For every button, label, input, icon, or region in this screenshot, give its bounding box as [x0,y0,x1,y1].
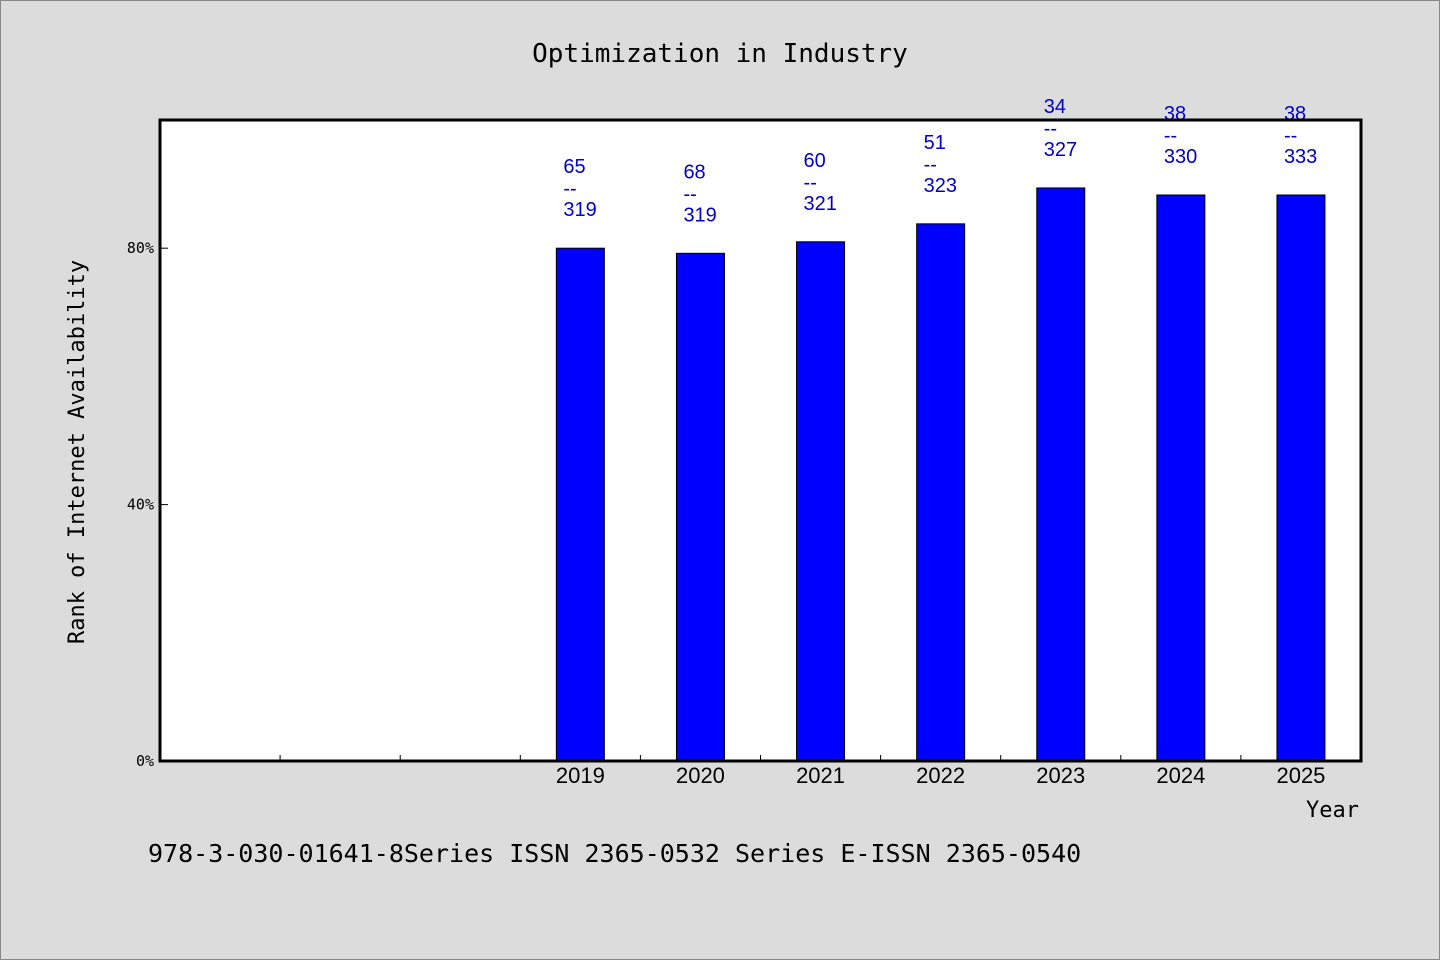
footer-text: 978-3-030-01641-8Series ISSN 2365-0532 S… [148,839,1081,868]
x-tick-label: 2022 [916,763,965,788]
bar-2020 [675,252,725,762]
data-label: -- [924,154,937,176]
x-tick-label: 2020 [676,763,725,788]
x-tick-label: 2019 [556,763,605,788]
y-tick-label: 0% [136,752,154,770]
data-label: -- [1044,118,1057,140]
y-tick-label: 80% [127,239,154,257]
x-tick-label: 2023 [1036,763,1085,788]
chart-title: Optimization in Industry [532,39,908,69]
data-label: 323 [924,175,957,197]
bar-2024 [1156,194,1206,762]
data-label: 327 [1044,139,1077,161]
data-label: -- [563,178,576,200]
data-label: -- [1284,125,1297,147]
data-label: 51 [924,132,946,154]
data-label: 319 [683,204,716,226]
bar-2021 [796,241,846,762]
axis-ticks: 0% 40% 80% 2019 2020 2021 2022 2023 2024 2025 [127,239,1326,788]
data-label: -- [683,183,696,205]
bar-2022 [916,223,966,762]
data-label: 38 [1164,103,1186,125]
y-tick-label: 40% [127,496,154,514]
x-tick-label: 2021 [796,763,845,788]
x-tick-label: 2024 [1156,763,1205,788]
bar-2025 [1276,194,1326,762]
data-label: 65 [563,156,585,178]
data-label: 68 [683,161,705,183]
data-label: 330 [1164,146,1197,168]
x-tick-label: 2025 [1276,763,1325,788]
data-label: 60 [804,150,826,172]
data-label: 319 [563,199,596,221]
data-label: 38 [1284,103,1306,125]
data-label: -- [1164,125,1177,147]
data-label: 333 [1284,146,1317,168]
data-label: 321 [804,193,837,215]
data-labels-group: 65--31968--31960--32151--32334--32738--3… [563,96,1317,226]
y-axis-label: Rank of Internet Availability [65,260,90,644]
bars-group [555,187,1326,762]
bar-2023 [1036,187,1086,762]
plot-border [158,118,1363,763]
data-label: -- [804,172,817,194]
bar-2019 [555,247,605,762]
x-axis-label: Year [1306,798,1359,823]
data-label: 34 [1044,96,1066,118]
